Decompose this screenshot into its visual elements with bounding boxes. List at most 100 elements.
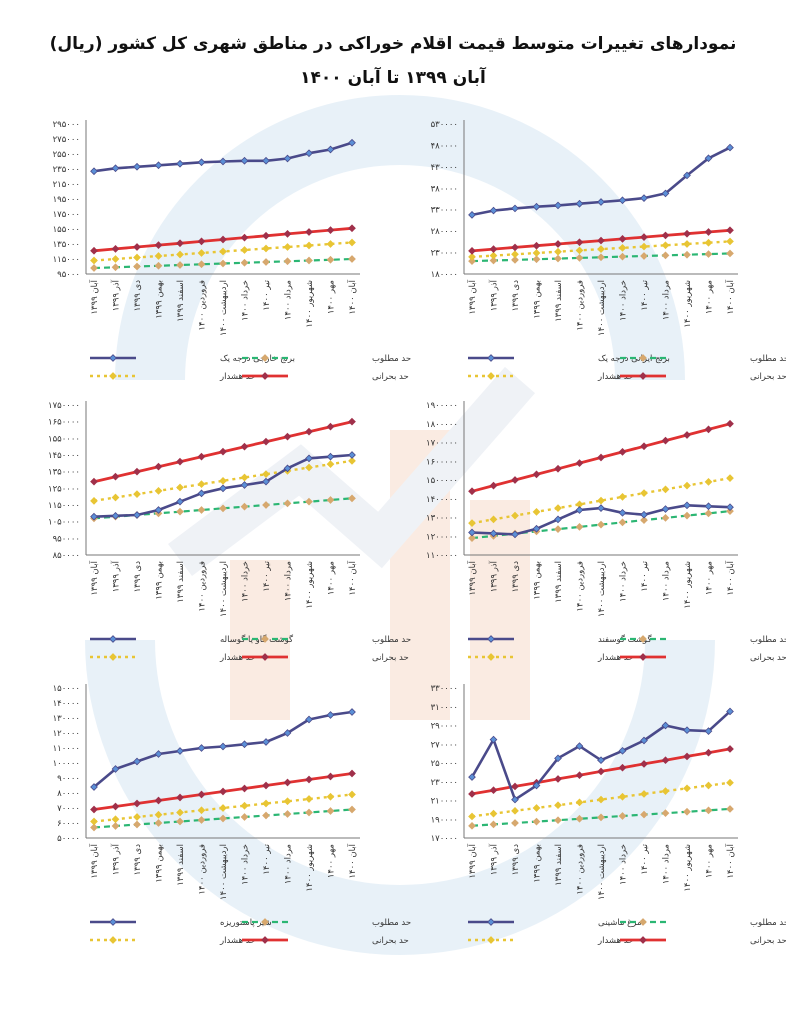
x-tick-label: دی ۱۳۹۹ [133,561,143,593]
data-point [575,246,584,255]
y-tick-label: ۳۳۰۰۰۰ [431,684,458,694]
x-tick-label: اردیبهشت ۱۴۰۰ [219,844,229,900]
data-point [262,477,270,486]
data-point [511,250,519,259]
data-point [683,501,691,510]
data-point [704,781,713,790]
data-point [597,767,605,776]
data-point [176,250,184,259]
y-tick-label: ۱۶۵۰۰۰۰ [48,418,80,428]
data-point [468,821,476,830]
data-point [154,252,163,260]
data-point [554,754,562,763]
data-point [219,814,227,823]
y-tick-label: ۲۹۰۰۰۰ [431,722,458,732]
data-point [283,464,292,473]
y-tick-label: ۱۰۰۰۰۰ [53,759,80,769]
data-point [176,747,184,755]
x-tick-label: تیر ۱۴۰۰ [262,279,272,310]
chart-mutton: ۱۱۰۰۰۰۰ ۱۲۰۰۰۰۰ ۱۳۰۰۰۰۰ ۱۴۰۰۰۰۰ ۱۵۰۰۰۰۰ ۱۶۰۰۰… [426,401,786,663]
data-point [661,251,670,260]
data-point [640,194,648,203]
y-tick-label: ۳۸۰۰۰۰ [431,184,458,194]
x-tick-label: فروردین ۱۴۰۰ [576,561,586,612]
data-point [197,744,206,752]
legend-item-main: مرغ ماشینی [468,918,642,928]
x-tick-label: مهر ۱۴۰۰ [327,844,337,878]
x-tick-label: شهریور ۱۴۰۰ [683,844,693,892]
x-tick-label: آذر ۱۳۹۹ [110,560,122,592]
data-point [597,504,605,512]
data-point [305,497,313,506]
legend-label: حد مطلوب [372,354,411,364]
x-tick-label: آبان ۱۴۰۰ [346,843,358,878]
data-point [90,167,98,176]
legend-item-target: حد مطلوب [242,918,411,928]
data-point [489,206,498,215]
x-tick-label: خرداد ۱۴۰۰ [619,561,629,602]
x-tick-label: اردیبهشت ۱۴۰۰ [219,280,229,336]
data-point [489,529,498,538]
data-point [154,261,163,270]
x-tick-label: مهر ۱۴۰۰ [705,280,715,314]
x-tick-label: اردیبهشت ۱۴۰۰ [219,561,229,617]
data-point [640,442,648,451]
x-tick-label: خرداد ۱۴۰۰ [241,561,251,602]
data-point [597,245,605,254]
x-tick-label: اسفند ۱۳۹۹ [176,844,186,886]
y-tick-label: ۱۴۰۰۰۰۰ [426,495,458,505]
data-point [154,810,163,819]
data-point [597,756,605,765]
data-point [133,757,141,766]
y-tick-label: ۲۱۵۰۰۰ [53,180,80,190]
y-tick-label: ۱۷۵۰۰۰ [53,210,80,220]
data-point [262,738,270,746]
x-tick-label: آبان ۱۳۹۹ [88,279,100,314]
data-point [240,502,249,511]
x-tick-label: اسفند ۱۳۹۹ [554,844,564,886]
data-point [468,773,476,781]
data-point [532,249,541,257]
data-point [154,506,163,514]
y-tick-label: ۱۹۰۰۰۰ [431,815,458,825]
y-tick-label: ۲۸۰۰۰۰ [431,227,458,237]
data-point [597,496,605,505]
data-point [154,241,163,249]
x-tick-label: فروردین ۱۴۰۰ [198,561,208,612]
data-point [468,790,476,798]
data-point [661,756,670,765]
data-point [90,823,98,832]
x-tick-label: مرداد ۱۴۰۰ [284,280,294,320]
data-point [348,238,356,247]
x-tick-label: بهمن ۱۳۹۹ [155,561,165,600]
data-point [348,708,356,716]
y-tick-label: ۱۵۰۰۰۰ [53,684,80,694]
legend-item-warning: حد هشدار [90,936,255,946]
x-tick-label: آذر ۱۳۹۹ [110,279,122,311]
x-tick-label: شهریور ۱۴۰۰ [683,561,693,609]
data-point [262,811,270,820]
data-point [554,515,562,524]
data-point [618,792,627,801]
data-point [618,763,627,772]
x-tick-label: مهر ۱۴۰۰ [327,280,337,314]
data-point [532,255,541,264]
data-point [468,257,476,266]
data-point [597,453,605,462]
data-point [348,451,356,459]
data-point [489,820,498,829]
data-point [554,801,562,810]
data-point [348,138,356,147]
data-point [240,481,249,489]
data-point [262,799,270,808]
data-point [468,246,476,255]
data-point [111,765,120,773]
y-tick-label: ۱۸۰۰۰۰ [431,270,458,280]
x-tick-label: آبان ۱۳۹۹ [466,843,478,878]
data-point [219,742,227,751]
data-point [489,809,498,818]
data-point [618,746,627,755]
data-point [640,790,648,798]
legend-item-target: حد مطلوب [620,918,786,928]
legend-label: حد مطلوب [372,918,411,928]
